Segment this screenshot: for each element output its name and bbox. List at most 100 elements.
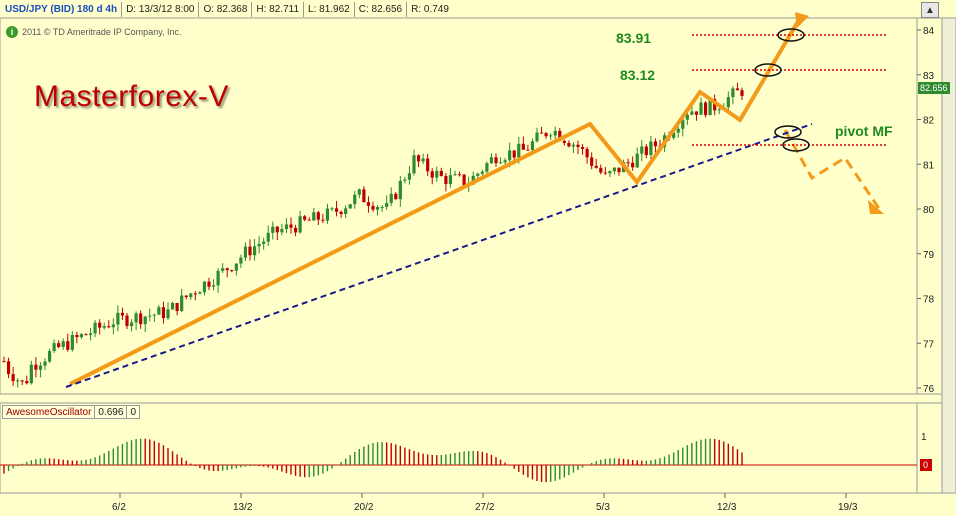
- candle-body: [120, 312, 125, 316]
- candle-body: [489, 157, 494, 164]
- scroll-up-button[interactable]: ▲: [921, 2, 939, 18]
- candle-body: [239, 257, 243, 264]
- candle-body: [640, 146, 644, 154]
- level-label-lower: 83.12: [620, 67, 655, 83]
- highlight-ellipse: [774, 125, 802, 139]
- candle-body: [603, 172, 607, 174]
- candle-body: [694, 111, 699, 115]
- y-tick-label: 76: [923, 384, 935, 395]
- candle-body: [462, 174, 466, 186]
- candle-body: [357, 189, 361, 195]
- candle-body: [453, 174, 457, 176]
- candle-body: [731, 88, 735, 98]
- candle-body: [43, 361, 47, 366]
- up-arrowhead: [795, 12, 809, 28]
- candle-body: [230, 270, 234, 272]
- highlight-ellipse: [754, 63, 782, 77]
- candle-body: [202, 281, 207, 293]
- open-readout: O: 82.368: [198, 2, 251, 17]
- candle-body: [344, 208, 348, 215]
- candle-body: [612, 167, 617, 172]
- range-readout: R: 0.749: [406, 2, 453, 17]
- candle-body: [79, 334, 84, 338]
- x-tick-label: 5/3: [596, 502, 610, 513]
- current-price-tag-text: 82.656: [920, 83, 948, 93]
- candle-body: [184, 295, 188, 298]
- candle-body: [585, 148, 589, 158]
- y-tick-label: 83: [923, 71, 935, 82]
- candle-body: [362, 189, 366, 203]
- candle-body: [644, 146, 648, 156]
- candle-body: [521, 143, 525, 150]
- y-tick-label: 82: [923, 116, 935, 127]
- candle-body: [439, 170, 443, 176]
- candle-body: [312, 212, 316, 221]
- candle-body: [211, 285, 216, 287]
- candle-body: [107, 326, 111, 328]
- candle-body: [421, 158, 425, 162]
- candle-body: [6, 361, 11, 375]
- symbol-label[interactable]: USD/JPY (BID) 180 d 4h: [5, 4, 118, 15]
- candle-body: [416, 155, 421, 162]
- level-label-upper: 83.91: [616, 30, 651, 46]
- candle-body: [535, 132, 539, 142]
- candle-body: [29, 364, 33, 384]
- candle-body: [189, 293, 193, 298]
- info-icon[interactable]: i: [6, 26, 18, 38]
- candle-body: [298, 216, 302, 233]
- candle-body: [175, 303, 179, 312]
- x-tick-label: 20/2: [354, 502, 374, 513]
- candle-body: [325, 208, 330, 221]
- support-line: [65, 123, 813, 388]
- candle-body: [426, 158, 430, 172]
- candle-body: [567, 142, 571, 147]
- candle-body: [303, 216, 307, 220]
- candle-body: [98, 322, 102, 328]
- candle-body: [289, 224, 293, 228]
- candle-body: [280, 229, 284, 233]
- candle-body: [152, 314, 156, 316]
- candle-body: [512, 150, 516, 158]
- chart-header: USD/JPY (BID) 180 d 4h D: 13/3/12 8:00 O…: [2, 2, 453, 17]
- candle-body: [38, 365, 43, 370]
- candle-body: [129, 322, 134, 327]
- candle-body: [494, 157, 498, 164]
- candle-body: [93, 322, 97, 334]
- oscillator-label[interactable]: AwesomeOscillator 0.696 0: [2, 405, 140, 419]
- candle-body: [353, 194, 357, 205]
- candle-body: [530, 141, 535, 151]
- candle-body: [599, 167, 603, 173]
- candle-body: [407, 173, 412, 180]
- candle-body: [11, 374, 15, 382]
- y-tick-label: 78: [923, 295, 935, 306]
- candle-body: [84, 334, 88, 336]
- candle-body: [207, 281, 211, 287]
- candle-body: [448, 175, 453, 185]
- oscillator-name[interactable]: AwesomeOscillator: [2, 405, 96, 419]
- candle-body: [25, 381, 29, 384]
- candle-body: [316, 212, 320, 220]
- candle-body: [735, 88, 740, 91]
- low-readout: L: 81.962: [303, 2, 354, 17]
- candle-body: [617, 167, 621, 173]
- candle-body: [170, 303, 175, 310]
- candle-body: [348, 204, 352, 209]
- candle-body: [699, 102, 703, 115]
- candle-body: [594, 165, 598, 168]
- oscillator-panel: [0, 402, 918, 494]
- candle-body: [266, 232, 270, 242]
- oscillator-zero: 0: [127, 405, 140, 419]
- candle-body: [649, 141, 653, 156]
- candle-body: [57, 343, 61, 347]
- candle-body: [558, 130, 562, 141]
- right-scroll-track[interactable]: [941, 17, 956, 494]
- main-panel: [0, 17, 918, 395]
- candlestick-series: [2, 82, 744, 388]
- candle-body: [334, 208, 339, 212]
- candle-body: [635, 153, 639, 168]
- candle-body: [740, 90, 744, 96]
- candle-body: [139, 313, 143, 325]
- candle-body: [102, 326, 106, 328]
- down-arrowhead: [868, 200, 884, 214]
